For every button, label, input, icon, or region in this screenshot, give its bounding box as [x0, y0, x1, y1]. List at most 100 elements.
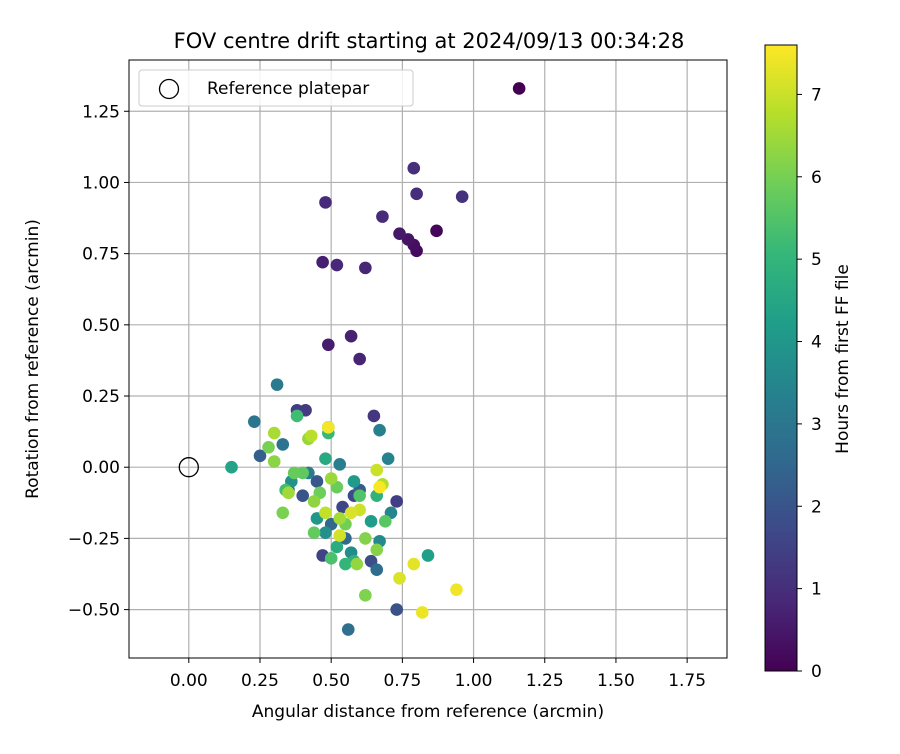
colorbar-tick-label: 2 [811, 497, 822, 517]
data-point [350, 557, 364, 571]
data-point [410, 187, 423, 201]
data-point [287, 466, 301, 480]
colorbar-tick-label: 7 [811, 85, 822, 105]
data-point [373, 480, 386, 494]
data-point [393, 571, 406, 585]
data-point [296, 489, 310, 502]
x-axis-label: Angular distance from reference (arcmin) [252, 702, 604, 722]
x-axis-ticks: 0.00 0.25 0.50 0.75 1.00 1.25 1.50 1.75 [170, 658, 706, 691]
colorbar: 0 1 2 3 4 5 6 7 Hours from first FF file [764, 44, 853, 682]
data-point [225, 460, 238, 474]
y-tick-label: −0.50 [68, 601, 120, 621]
colorbar-ticks: 0 1 2 3 4 5 6 7 [797, 85, 822, 682]
y-tick-label: 0.75 [82, 245, 120, 265]
y-tick-label: 1.00 [82, 173, 120, 193]
data-points [225, 82, 526, 636]
y-tick-label: 0.00 [82, 458, 120, 478]
data-point [267, 426, 281, 440]
plot-frame [128, 59, 728, 659]
legend: Reference platepar [138, 69, 414, 107]
colorbar-tick-label: 4 [811, 333, 822, 353]
data-point [359, 261, 372, 275]
data-point [370, 463, 384, 477]
data-point [421, 549, 435, 562]
legend-reference-marker [158, 78, 180, 100]
x-tick-label: 0.00 [170, 671, 208, 691]
data-point [339, 557, 352, 571]
data-point [344, 329, 358, 343]
data-point [253, 449, 267, 463]
data-point [316, 255, 329, 269]
colorbar-tick-label: 5 [811, 250, 822, 270]
data-point [319, 526, 332, 540]
data-point [322, 421, 335, 434]
data-point [359, 532, 372, 545]
colorbar-tick-label: 6 [811, 168, 822, 188]
data-point [330, 540, 344, 554]
data-point [307, 495, 321, 508]
data-point [407, 557, 421, 571]
data-point [307, 526, 321, 540]
data-point [319, 506, 332, 520]
data-point [390, 495, 403, 508]
colorbar-gradient [764, 44, 798, 672]
colorbar-label: Hours from first FF file [833, 264, 853, 454]
data-point [381, 452, 395, 465]
data-point [324, 472, 338, 485]
x-tick-label: 0.50 [312, 671, 350, 691]
data-point [347, 475, 361, 488]
colorbar-tick-label: 3 [811, 415, 822, 435]
data-point [353, 489, 366, 502]
reference-platepar-marker [178, 457, 199, 478]
x-tick-label: 1.25 [526, 671, 564, 691]
data-point [407, 161, 421, 175]
data-point [364, 515, 378, 528]
data-point [333, 529, 347, 542]
x-tick-label: 1.50 [597, 671, 635, 691]
data-point [270, 378, 284, 391]
data-point [324, 552, 338, 565]
data-point [319, 196, 332, 209]
data-point [319, 452, 332, 465]
y-tick-label: 1.25 [82, 102, 120, 122]
data-point [282, 486, 295, 500]
data-point [416, 606, 429, 619]
legend-entry-reference-platepar: Reference platepar [207, 79, 369, 99]
data-point [430, 224, 443, 238]
colorbar-tick-label: 0 [811, 662, 822, 682]
data-point [290, 409, 304, 423]
data-point [276, 506, 290, 520]
data-point [370, 543, 384, 557]
data-point [390, 603, 403, 616]
data-point [370, 563, 384, 577]
data-point [267, 455, 281, 468]
data-point [353, 352, 366, 366]
grid [129, 60, 727, 658]
legend-box [138, 69, 414, 107]
data-point [393, 227, 406, 241]
data-point [512, 82, 526, 95]
data-point [367, 409, 381, 423]
data-point [333, 512, 347, 525]
data-point [359, 589, 372, 602]
colorbar-tick-label: 1 [811, 580, 822, 600]
data-point [276, 438, 290, 451]
data-point [247, 415, 261, 428]
chart-title: FOV centre drift starting at 2024/09/13 … [174, 29, 685, 53]
data-point [450, 583, 463, 596]
y-axis-label: Rotation from reference (arcmin) [23, 219, 43, 499]
data-point [322, 338, 335, 352]
data-point [262, 440, 275, 454]
data-point [304, 429, 318, 443]
data-point [378, 515, 392, 528]
x-tick-label: 0.25 [241, 671, 279, 691]
y-tick-label: −0.25 [68, 529, 120, 549]
data-point [373, 423, 386, 437]
y-tick-label: 0.50 [82, 316, 120, 336]
data-point [330, 258, 344, 272]
data-point [376, 210, 389, 223]
y-tick-label: 0.25 [82, 387, 120, 407]
data-point [333, 458, 347, 471]
